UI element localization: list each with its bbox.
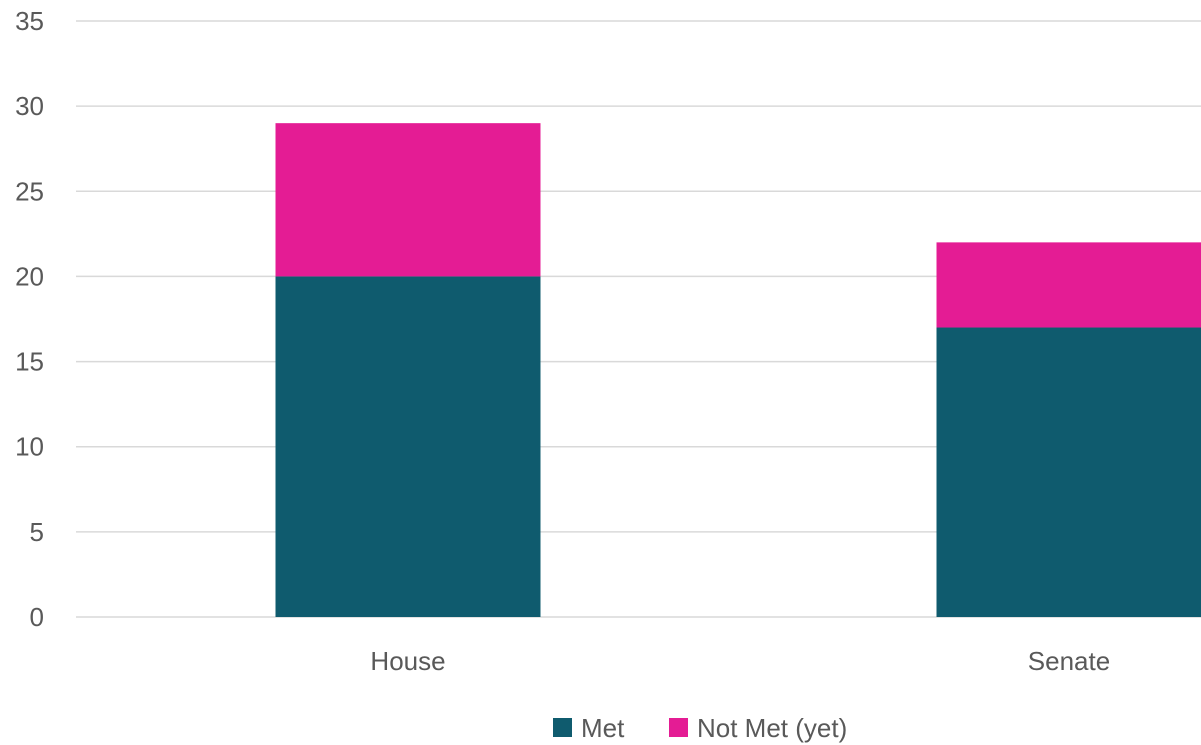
- legend-item-not-met-yet: Not Met (yet): [669, 713, 847, 743]
- y-tick-label: 5: [30, 517, 44, 547]
- x-tick-label: House: [370, 646, 445, 676]
- y-tick-label: 20: [15, 261, 44, 291]
- bar-house-not-met-yet: [275, 123, 541, 277]
- bar-house-met: [275, 276, 541, 617]
- legend-label: Met: [581, 713, 625, 743]
- bar-senate-not-met-yet: [936, 242, 1201, 328]
- legend-item-met: Met: [553, 713, 625, 743]
- x-tick-label: Senate: [1028, 646, 1110, 676]
- y-tick-label: 25: [15, 176, 44, 206]
- x-axis-tick-labels: House Senate: [370, 646, 1110, 676]
- legend-label: Not Met (yet): [697, 713, 847, 743]
- y-tick-label: 35: [15, 6, 44, 36]
- bar-senate-met: [936, 327, 1201, 617]
- y-axis-tick-labels: 0 5 10 15 20 25 30 35: [15, 6, 44, 632]
- y-tick-label: 15: [15, 347, 44, 377]
- bars: [275, 123, 1201, 617]
- gridlines: [76, 20, 1201, 618]
- y-tick-label: 10: [15, 432, 44, 462]
- legend-swatch: [553, 718, 572, 737]
- legend: Met Not Met (yet): [553, 713, 847, 743]
- legend-swatch: [669, 718, 688, 737]
- y-tick-label: 30: [15, 91, 44, 121]
- y-tick-label: 0: [30, 602, 44, 632]
